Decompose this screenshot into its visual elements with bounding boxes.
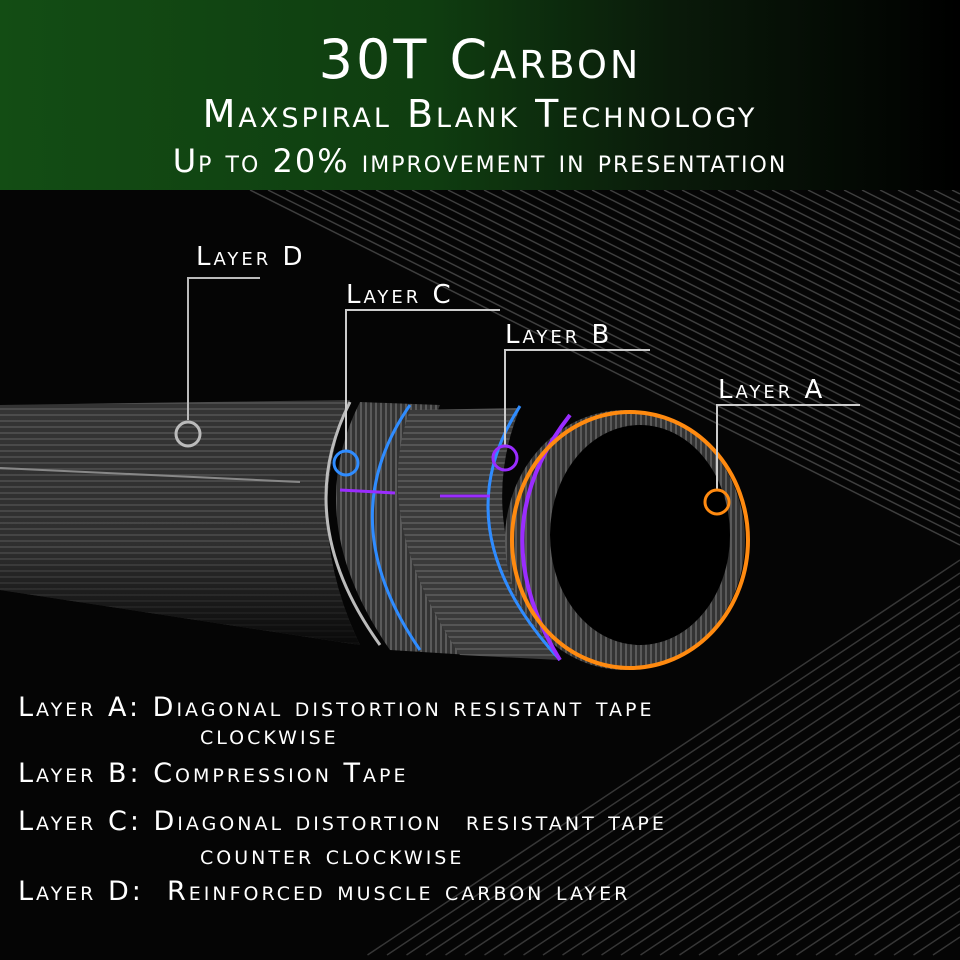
callout-layer-a: Layer A — [718, 375, 826, 405]
streak — [501, 189, 960, 420]
streak — [601, 715, 960, 956]
streak — [445, 611, 960, 956]
callout-layer-c: Layer C — [346, 280, 454, 310]
layer-text: Diagonal distortion resistant tape — [152, 692, 655, 723]
streak — [519, 189, 960, 411]
streak — [932, 936, 960, 956]
layer-a-tube — [505, 410, 750, 670]
streak — [645, 189, 960, 348]
streak — [249, 189, 960, 546]
header-banner — [0, 0, 960, 190]
streak — [913, 923, 960, 956]
description-layer-a: Layer A: Diagonal distortion resistant t… — [18, 692, 654, 723]
streak — [375, 189, 960, 483]
streak — [897, 189, 960, 222]
streak — [893, 910, 960, 956]
streak — [573, 189, 960, 384]
streak — [609, 189, 960, 366]
callout-lines — [174, 277, 860, 516]
streak — [771, 189, 960, 285]
layer-text: Compression Tape — [153, 758, 409, 789]
streak — [815, 858, 960, 956]
tagline: Up to 20% improvement in presentation — [172, 142, 788, 180]
streak — [874, 897, 960, 956]
description-layer-c: Layer C: Diagonal distortion resistant t… — [18, 806, 667, 837]
streak — [523, 663, 960, 956]
streak — [737, 806, 960, 956]
streak — [807, 189, 960, 267]
layer-d-cylinder — [0, 400, 382, 646]
description-layer-d: Layer D: Reinforced muscle carbon layer — [18, 876, 630, 907]
streak — [357, 189, 960, 492]
title: 30T Carbon — [318, 28, 642, 91]
streak — [718, 793, 960, 956]
streak — [367, 559, 960, 956]
streak — [562, 689, 960, 956]
streak — [861, 189, 960, 240]
streak — [717, 189, 960, 312]
streak — [429, 189, 960, 456]
streak — [303, 189, 960, 519]
streak — [933, 189, 960, 204]
streak — [789, 189, 960, 276]
streak — [483, 189, 960, 429]
streak — [503, 650, 960, 956]
streak — [542, 676, 960, 956]
streak — [753, 189, 960, 294]
streak — [464, 624, 960, 956]
streak — [386, 572, 960, 956]
streak — [776, 832, 960, 956]
layer-key: Layer A: — [18, 692, 142, 723]
streak — [620, 728, 960, 956]
streak — [681, 189, 960, 330]
streak — [835, 871, 960, 956]
streak — [581, 702, 960, 956]
streak — [735, 189, 960, 303]
streak — [757, 819, 960, 956]
streak — [879, 189, 960, 231]
streak — [447, 189, 960, 447]
layer-key: Layer B: — [18, 758, 142, 789]
streak — [484, 637, 960, 956]
streak — [406, 585, 960, 956]
layer-text: Reinforced muscle carbon layer — [155, 876, 631, 907]
streak — [825, 189, 960, 258]
streak — [411, 189, 960, 465]
streak — [659, 754, 960, 956]
streak — [537, 189, 960, 402]
description-layer-b: Layer B: Compression Tape — [18, 758, 408, 789]
streak — [679, 767, 960, 956]
callout-layer-b: Layer B — [505, 320, 613, 350]
description-layer-c-cont: counter clockwise — [200, 840, 465, 871]
layer-text: Diagonal distortion resistant tape — [153, 806, 667, 837]
streak — [698, 780, 960, 956]
streak — [465, 189, 960, 438]
callout-layer-d: Layer D — [196, 242, 306, 272]
streak — [393, 189, 960, 474]
streak — [267, 189, 960, 537]
streak — [951, 189, 960, 195]
streak — [915, 189, 960, 213]
streak — [640, 741, 960, 956]
streak — [796, 845, 960, 956]
streak — [854, 884, 960, 956]
streak — [555, 189, 960, 393]
streak — [425, 598, 960, 956]
streak — [339, 189, 960, 501]
streak — [663, 189, 960, 339]
layer-key: Layer D: — [18, 876, 144, 907]
layer-key: Layer C: — [18, 806, 142, 837]
subtitle: Maxspiral Blank Technology — [202, 92, 758, 136]
description-layer-a-cont: clockwise — [200, 720, 339, 751]
streak — [285, 189, 960, 528]
streak — [591, 189, 960, 375]
streak — [699, 189, 960, 321]
streak — [627, 189, 960, 357]
streak — [843, 189, 960, 249]
